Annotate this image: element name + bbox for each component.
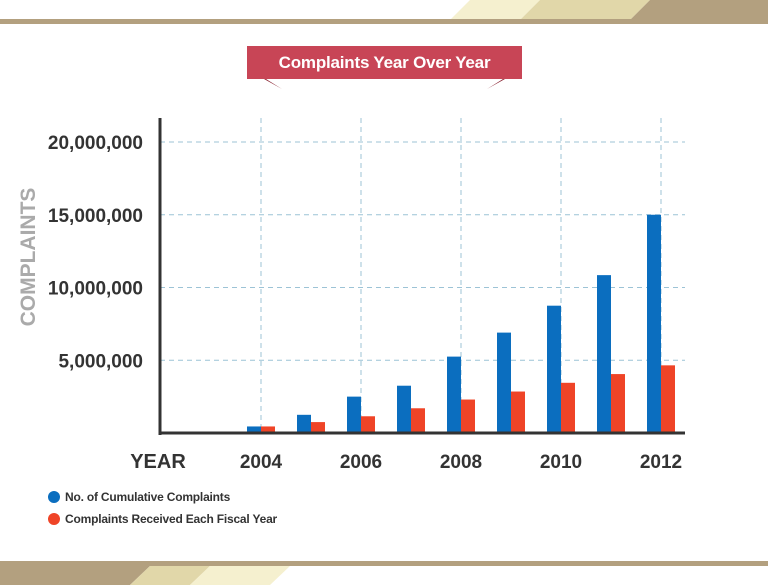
y-axis-label: COMPLAINTS <box>17 188 40 327</box>
x-axis-label: YEAR <box>130 451 186 473</box>
legend-dot-cumulative <box>48 491 60 503</box>
bar-fiscal-2005 <box>311 422 325 433</box>
top-decorative-band <box>0 0 768 26</box>
bar-cumulative-2010 <box>547 305 561 433</box>
bar-fiscal-2008 <box>461 399 475 433</box>
x-tick-label-0: 2004 <box>240 452 283 473</box>
y-tick-label-3: 20,000,000 <box>48 133 143 154</box>
bar-cumulative-2004 <box>247 426 261 433</box>
bar-cumulative-2005 <box>297 414 311 433</box>
y-tick-label-0: 5,000,000 <box>58 351 143 372</box>
bar-cumulative-2007 <box>397 385 411 433</box>
bar-fiscal-2010 <box>561 382 575 433</box>
x-tick-label-3: 2010 <box>540 452 582 473</box>
x-tick-label-1: 2006 <box>340 452 382 473</box>
legend-label-cumulative: No. of Cumulative Complaints <box>65 490 231 504</box>
bar-fiscal-2011 <box>611 374 625 433</box>
bottom-decorative-band <box>0 559 768 585</box>
legend: No. of Cumulative Complaints Complaints … <box>48 490 277 534</box>
bar-cumulative-2008 <box>447 356 461 433</box>
bar-fiscal-2004 <box>261 426 275 433</box>
bar-fiscal-2012 <box>661 365 675 433</box>
x-tick-label-4: 2012 <box>640 452 682 473</box>
y-tick-label-2: 15,000,000 <box>48 206 143 227</box>
ribbon-fold-right <box>487 79 522 89</box>
bar-fiscal-2007 <box>411 408 425 433</box>
bar-fiscal-2009 <box>511 391 525 433</box>
x-tick-label-2: 2008 <box>440 452 482 473</box>
chart-title-ribbon: Complaints Year Over Year <box>247 46 522 79</box>
ribbon-fold-left <box>247 79 282 89</box>
legend-item-fiscal: Complaints Received Each Fiscal Year <box>48 512 277 526</box>
bar-cumulative-2009 <box>497 332 511 433</box>
y-tick-label-1: 10,000,000 <box>48 279 143 300</box>
legend-label-fiscal: Complaints Received Each Fiscal Year <box>65 512 278 526</box>
bar-cumulative-2012 <box>647 214 661 433</box>
chart-title: Complaints Year Over Year <box>278 53 491 72</box>
legend-dot-fiscal <box>48 513 60 525</box>
bar-cumulative-2006 <box>347 396 361 433</box>
bar-fiscal-2006 <box>361 416 375 433</box>
bar-cumulative-2011 <box>597 275 611 433</box>
legend-item-cumulative: No. of Cumulative Complaints <box>48 490 277 504</box>
